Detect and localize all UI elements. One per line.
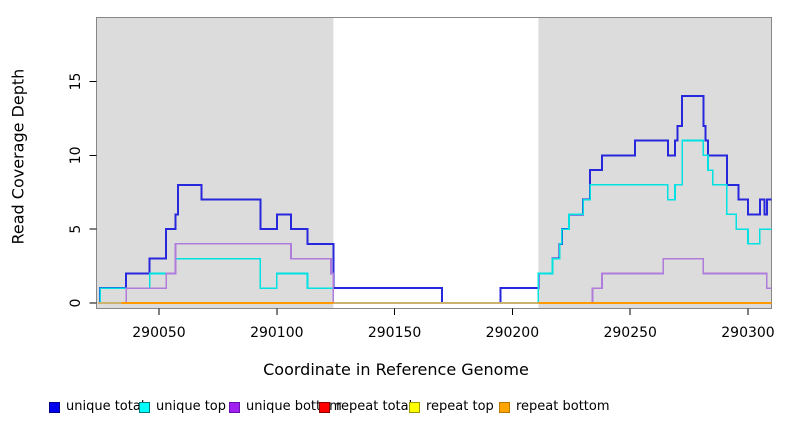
legend-label: unique top [156,399,227,414]
y-axis-title: Read Coverage Depth [8,68,28,245]
x-tick-label: 290200 [486,325,539,341]
legend-item-unique-total: unique total [49,400,144,414]
legend-item-unique-top: unique top [139,400,226,414]
series-unique-bottom [97,243,772,304]
legend-swatch-icon [409,401,420,413]
y-tick-label: 0 [68,299,84,308]
legend-item-repeat-top: repeat top [409,400,494,414]
x-tick-label: 290150 [368,325,421,341]
legend-label: unique bottom [246,399,342,414]
x-tick-label: 290100 [250,325,303,341]
series-unique-top [97,139,772,304]
y-tick-label: 15 [68,73,84,91]
y-tick-label: 10 [68,146,84,164]
x-axis-title: Coordinate in Reference Genome [263,360,529,379]
x-tick-label: 290250 [603,325,656,341]
x-tick-label: 290050 [132,325,185,341]
legend-swatch-icon [229,401,240,413]
legend-label: repeat top [426,399,494,414]
legend-label: repeat total [336,399,413,414]
x-tick-label: 290300 [721,325,774,341]
legend-swatch-icon [49,401,60,413]
legend-label: repeat bottom [516,399,610,414]
shaded-region [96,17,334,309]
legend-swatch-icon [499,401,510,413]
legend-swatch-icon [319,401,330,413]
legend: unique total unique top unique bottom repea… [0,400,792,420]
y-tick-label: 5 [68,225,84,234]
legend-swatch-icon [139,401,150,413]
legend-item-repeat-bottom: repeat bottom [499,400,610,414]
plot-border [96,17,773,309]
legend-item-unique-bottom: unique bottom [229,400,342,414]
legend-item-repeat-total: repeat total [319,400,412,414]
legend-label: unique total [66,399,145,414]
shaded-region [538,17,772,309]
